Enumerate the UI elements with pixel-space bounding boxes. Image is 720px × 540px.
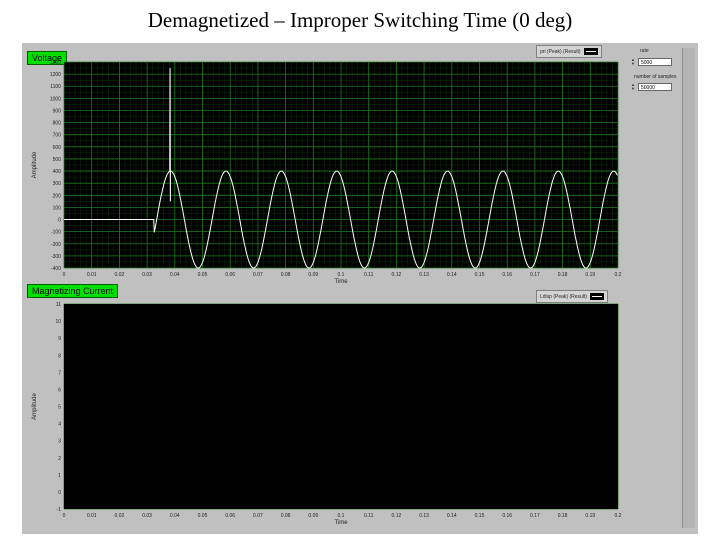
y-tick-label: 0 (58, 218, 61, 224)
x-tick-label: 0.17 (530, 272, 540, 278)
x-tick-label: 0.16 (502, 272, 512, 278)
rate-input[interactable]: 5000 (638, 58, 672, 66)
x-tick-label: 0.11 (364, 513, 374, 519)
x-tick-label: 0.11 (364, 272, 374, 278)
y-tick-label: 1300 (50, 60, 61, 66)
y-tick-label: 11 (56, 302, 61, 308)
vertical-scrollbar[interactable] (682, 48, 695, 528)
y-tick-label: 7 (58, 370, 61, 376)
y-axis-label: Amplitude (32, 151, 38, 178)
y-tick-label: 1 (58, 473, 61, 479)
x-tick-label: 0.16 (502, 513, 512, 519)
x-tick-label: 0.07 (253, 272, 263, 278)
y-tick-label: 100 (53, 205, 62, 211)
y-tick-label: 4 (58, 422, 61, 428)
y-tick-label: 5 (58, 405, 61, 411)
y-tick-label: 800 (53, 121, 62, 127)
voltage-plot-legend[interactable]: pri (Peak) (Result) (536, 45, 602, 58)
x-tick-label: 0.03 (142, 513, 152, 519)
x-tick-label: 0.06 (225, 513, 235, 519)
voltage-graph: 0 0.01 0.02 0.03 0.04 0.05 0.06 0.07 0.08 0.09 0.1… (32, 60, 622, 285)
samples-input[interactable]: 50000 (638, 83, 672, 91)
y-tick-label: -400 (51, 266, 61, 272)
y-tick-label: 600 (53, 145, 62, 151)
y-tick-label: -100 (51, 230, 61, 236)
rate-label: rate (640, 48, 649, 54)
x-tick-label: 0.19 (585, 513, 595, 519)
y-tick-label: -1 (57, 507, 62, 513)
rate-spinner[interactable]: ▲ ▼ (631, 57, 635, 66)
x-tick-label: 0.18 (558, 513, 568, 519)
x-tick-label: 0.14 (447, 513, 457, 519)
x-tick-label: 0.19 (585, 272, 595, 278)
x-tick-label: 0 (63, 272, 66, 278)
y-tick-label: -200 (51, 242, 61, 248)
x-axis-label: Time (334, 520, 348, 526)
x-tick-label: 0.05 (198, 513, 208, 519)
x-tick-label: 0.17 (530, 513, 540, 519)
y-tick-label: 900 (53, 108, 62, 114)
x-tick-label: 0.02 (115, 272, 125, 278)
current-graph-label: Magnetizing Current (27, 284, 119, 298)
y-tick-label: 1200 (50, 72, 61, 78)
samples-spinner[interactable]: ▲ ▼ (631, 82, 635, 91)
x-tick-label: 0.13 (419, 272, 429, 278)
x-tick-label: 0.18 (558, 272, 568, 278)
x-tick-label: 0.01 (87, 513, 97, 519)
x-tick-label: 0.09 (308, 272, 318, 278)
x-tick-label: 0.1 (338, 272, 345, 278)
x-tick-label: 0.13 (419, 513, 429, 519)
y-tick-label: 6 (58, 387, 61, 393)
x-tick-label: 0.06 (225, 272, 235, 278)
x-tick-label: 0.08 (281, 513, 291, 519)
samples-label: number of samples (634, 74, 677, 80)
trace-style-icon[interactable] (583, 48, 598, 55)
x-tick-label: 0.1 (338, 513, 345, 519)
x-tick-label: 0.02 (115, 513, 125, 519)
y-tick-label: 1000 (50, 96, 61, 102)
y-tick-label: 500 (53, 157, 62, 163)
y-tick-label: 400 (53, 169, 62, 175)
voltage-legend-text: pri (Peak) (Result) (540, 48, 581, 55)
x-tick-label: 0.01 (87, 272, 97, 278)
y-tick-label: 3 (58, 439, 61, 445)
x-tick-label: 0.04 (170, 513, 180, 519)
y-axis-label: Amplitude (32, 393, 38, 420)
x-tick-label: 0.2 (615, 513, 622, 519)
x-tick-label: 0.08 (281, 272, 291, 278)
x-tick-label: 0.09 (308, 513, 318, 519)
y-tick-label: 300 (53, 181, 62, 187)
x-tick-label: 0.2 (615, 272, 622, 278)
current-plot-legend[interactable]: Ldisp (Peak) (Result) (536, 290, 608, 303)
trace-style-icon[interactable] (589, 293, 604, 300)
x-tick-label: 0.03 (142, 272, 152, 278)
voltage-graph-label: Voltage (27, 51, 68, 65)
x-tick-label: 0.15 (475, 513, 485, 519)
y-tick-label: 9 (58, 336, 61, 342)
labview-front-panel: Voltage pri (Peak) (Result) 0 0.01 0.02 0.0… (22, 43, 698, 534)
y-tick-label: 8 (58, 353, 61, 359)
y-tick-label: 2 (58, 456, 61, 462)
x-tick-label: 0.04 (170, 272, 180, 278)
page-title: Demagnetized – Improper Switching Time (… (147, 8, 573, 32)
signal-trace (64, 68, 618, 269)
x-tick-label: 0.15 (475, 272, 485, 278)
x-axis-label: Time (334, 279, 348, 285)
current-legend-text: Ldisp (Peak) (Result) (540, 293, 587, 300)
y-tick-label: 0 (58, 490, 61, 496)
y-tick-label: 10 (55, 319, 61, 325)
x-tick-label: 0.12 (392, 513, 402, 519)
x-tick-label: 0.12 (392, 272, 402, 278)
y-tick-label: -300 (51, 254, 61, 260)
x-tick-label: 0.14 (447, 272, 457, 278)
y-tick-label: 200 (53, 193, 62, 199)
x-tick-label: 0.05 (198, 272, 208, 278)
current-plot-area[interactable] (64, 304, 618, 509)
y-tick-label: 700 (53, 133, 62, 139)
y-tick-label: 1100 (50, 84, 61, 90)
x-tick-label: 0.07 (253, 513, 263, 519)
x-tick-label: 0 (63, 513, 66, 519)
